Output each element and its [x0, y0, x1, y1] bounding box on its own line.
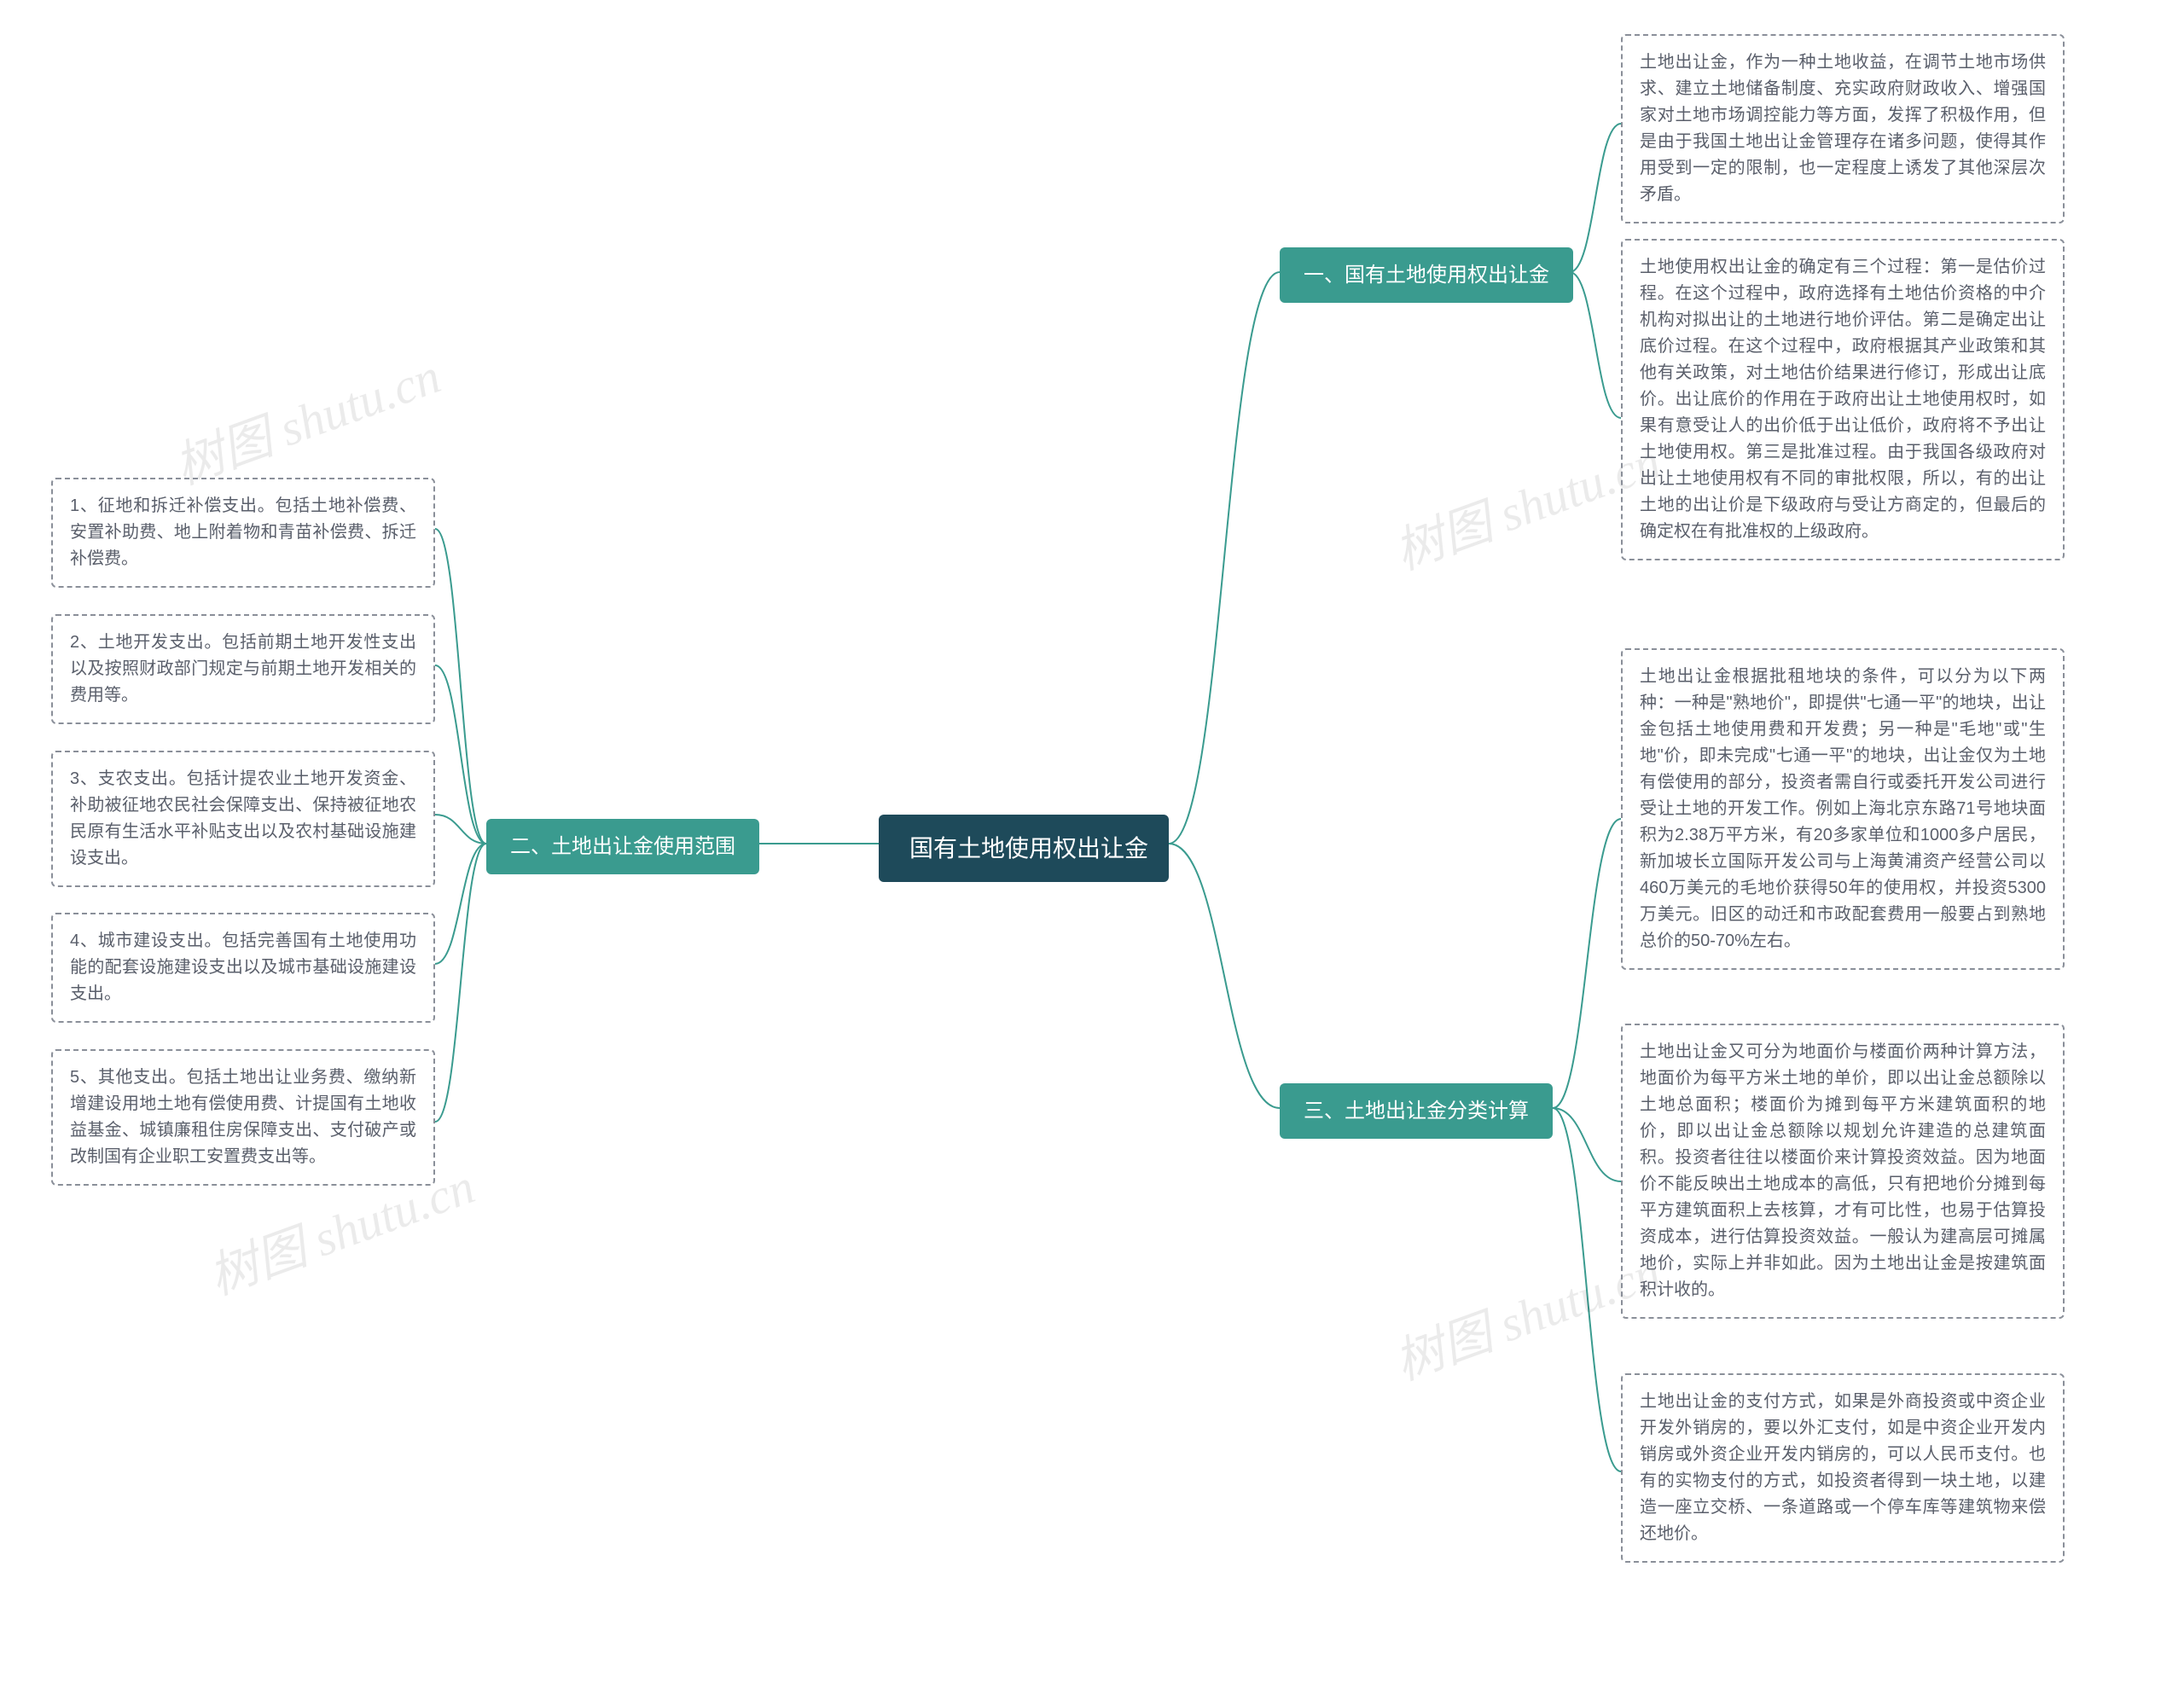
- leaf-node-b3l3: 土地出让金的支付方式，如果是外商投资或中资企业开发外销房的，要以外汇支付，如是中…: [1621, 1373, 2065, 1563]
- leaf-node-b3l1: 土地出让金根据批租地块的条件，可以分为以下两种：一种是"熟地价"，即提供"七通一…: [1621, 648, 2065, 970]
- leaf-node-b2l2: 2、土地开发支出。包括前期土地开发性支出以及按照财政部门规定与前期土地开发相关的…: [51, 614, 435, 724]
- branch-node-b1[interactable]: 一、国有土地使用权出让金: [1280, 247, 1573, 303]
- watermark: 树图 shutu.cn: [163, 336, 449, 498]
- leaf-node-b1l2: 土地使用权出让金的确定有三个过程：第一是估价过程。在这个过程中，政府选择有土地估…: [1621, 239, 2065, 560]
- leaf-node-b2l5: 5、其他支出。包括土地出让业务费、缴纳新增建设用地土地有偿使用费、计提国有土地收…: [51, 1049, 435, 1186]
- leaf-node-b3l2: 土地出让金又可分为地面价与楼面价两种计算方法，地面价为每平方米土地的单价，即以出…: [1621, 1024, 2065, 1319]
- root-node[interactable]: 国有土地使用权出让金: [879, 815, 1169, 882]
- leaf-node-b2l4: 4、城市建设支出。包括完善国有土地使用功能的配套设施建设支出以及城市基础设施建设…: [51, 913, 435, 1023]
- leaf-node-b1l1: 土地出让金，作为一种土地收益，在调节土地市场供求、建立土地储备制度、充实政府财政…: [1621, 34, 2065, 223]
- leaf-node-b2l1: 1、征地和拆迁补偿支出。包括土地补偿费、安置补助费、地上附着物和青苗补偿费、拆迁…: [51, 478, 435, 588]
- branch-node-b3[interactable]: 三、土地出让金分类计算: [1280, 1083, 1553, 1139]
- branch-node-b2[interactable]: 二、土地出让金使用范围: [486, 819, 759, 874]
- mindmap-canvas: 国有土地使用权出让金 树图 shutu.cn树图 shutu.cn树图 shut…: [0, 0, 2184, 1706]
- leaf-node-b2l3: 3、支农支出。包括计提农业土地开发资金、补助被征地农民社会保障支出、保持被征地农…: [51, 751, 435, 887]
